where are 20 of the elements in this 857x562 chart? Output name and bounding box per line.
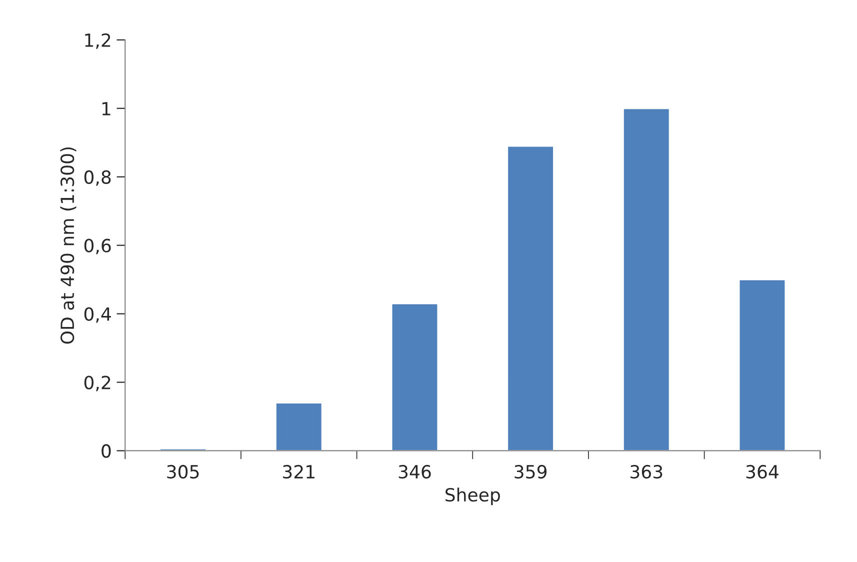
- y-tick-label: 1: [102, 102, 110, 116]
- x-tick-label: 305: [167, 464, 199, 479]
- bar: [506, 145, 554, 451]
- x-tick-label: 346: [398, 464, 431, 479]
- y-axis-title: OD at 490 nm (1:300): [60, 147, 76, 344]
- y-tick-label: 0,8: [84, 170, 111, 186]
- y-tick-label: 0,4: [84, 307, 111, 323]
- bar: [275, 402, 323, 451]
- y-tick-label: 0,2: [84, 376, 110, 392]
- x-tick-label: 321: [283, 464, 314, 479]
- y-tick-label: 0,6: [84, 238, 111, 254]
- y-tick-label: 1,2: [85, 33, 110, 49]
- x-axis-title: Sheep: [446, 488, 500, 506]
- x-tick-label: 364: [746, 464, 778, 479]
- y-tick-label: 0: [102, 444, 111, 458]
- bar: [622, 108, 670, 451]
- x-tick-label: 359: [514, 464, 547, 479]
- x-tick-label: 363: [630, 464, 662, 479]
- bar: [390, 302, 439, 451]
- bar: [738, 278, 786, 451]
